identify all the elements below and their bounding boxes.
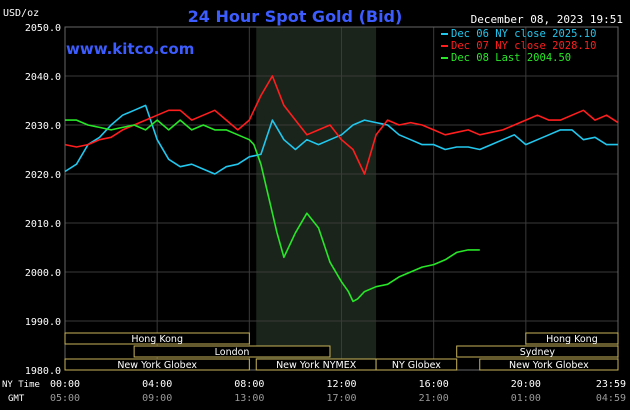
series-line-0	[64, 104, 618, 175]
y-tick-label: 2050.0	[25, 23, 61, 34]
y-tick-label: 2020.0	[25, 170, 61, 181]
ny-time-tick: 20:00	[511, 379, 541, 390]
gmt-tick: 09:00	[142, 393, 172, 404]
legend-entry: Dec 08 Last 2004.50	[451, 52, 571, 64]
gmt-axis-label: GMT	[8, 394, 25, 404]
y-unit-label: USD/oz	[3, 8, 39, 19]
series-line-2	[65, 119, 480, 303]
ny-time-tick: 00:00	[50, 379, 80, 390]
gmt-tick: 21:00	[419, 393, 449, 404]
ny-time-tick: 04:00	[142, 379, 172, 390]
series-lines	[64, 75, 619, 303]
y-tick-label: 2040.0	[25, 72, 61, 83]
market-session-label: Hong Kong	[131, 334, 183, 345]
market-session-label: Hong Kong	[546, 334, 598, 345]
y-axis-ticks: 2050.0 2040.0 2030.0 2020.0 2010.0 2000.0 1990…	[25, 23, 61, 377]
watermark: www.kitco.com	[66, 40, 194, 58]
y-tick-label: 1990.0	[25, 317, 61, 328]
ny-time-axis-label: NY Time	[2, 380, 40, 390]
y-tick-label: 2010.0	[25, 219, 61, 230]
gmt-tick: 13:00	[234, 393, 264, 404]
legend-entry: Dec 07 NY close 2028.10	[451, 40, 596, 52]
market-session-label: NY Globex	[392, 360, 441, 371]
series-line-1	[64, 75, 619, 175]
market-session-box	[456, 345, 619, 358]
market-session-box	[525, 332, 619, 345]
ny-time-tick: 23:59	[596, 379, 626, 390]
ny-time-tick: 08:00	[234, 379, 264, 390]
market-session-box	[64, 358, 250, 371]
market-session-label: London	[215, 347, 250, 358]
market-session-label: New York NYMEX	[276, 360, 357, 371]
ny-time-tick: 16:00	[419, 379, 449, 390]
nymex-session-shade	[256, 27, 377, 370]
y-tick-label: 1980.0	[25, 366, 61, 377]
gmt-tick: 04:59	[596, 393, 626, 404]
timestamp: December 08, 2023 19:51	[471, 13, 623, 26]
market-session-label: Sydney	[520, 347, 556, 358]
y-tick-label: 2000.0	[25, 268, 61, 279]
market-session-label: New York Globex	[509, 360, 589, 371]
legend-entry: Dec 06 NY close 2025.10	[451, 28, 596, 40]
gmt-tick: 01:00	[511, 393, 541, 404]
gmt-tick: 05:00	[50, 393, 80, 404]
ny-time-tick: 12:00	[326, 379, 356, 390]
market-sessions: Hong Kong Hong Kong London Sydney New York G…	[64, 332, 619, 371]
market-session-label: New York Globex	[117, 360, 197, 371]
market-session-box	[479, 358, 619, 371]
market-session-box	[64, 332, 250, 345]
market-session-box	[133, 345, 331, 358]
gmt-tick: 17:00	[326, 393, 356, 404]
chart-title: 24 Hour Spot Gold (Bid)	[188, 7, 403, 26]
x-axis-ticks: 00:00 04:00 08:00 12:00 16:00 20:00 23:59 05:00…	[50, 379, 626, 404]
market-session-box	[375, 358, 458, 371]
y-tick-label: 2030.0	[25, 121, 61, 132]
